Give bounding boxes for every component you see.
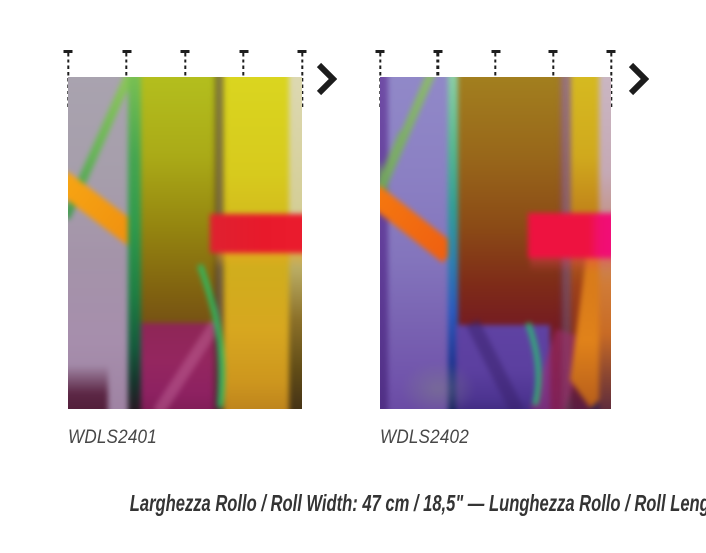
ruler-tick <box>297 50 307 109</box>
carousel-next-button-1[interactable] <box>312 60 340 98</box>
swatch-layer <box>400 361 476 409</box>
width-ruler-2 <box>375 50 616 109</box>
product-code-label: WDLS2401 <box>68 427 157 448</box>
swatch-layer <box>210 214 302 253</box>
swatch-layer <box>530 258 611 272</box>
swatch-layer <box>216 253 302 268</box>
chevron-right-icon <box>628 62 649 96</box>
roll-specs-text: Larghezza Rollo / Roll Width: 47 cm / 18… <box>129 490 706 516</box>
ruler-tick <box>433 50 443 109</box>
ruler-tick <box>239 50 248 109</box>
chevron-right-icon <box>316 62 337 96</box>
product-code-label: WDLS2402 <box>380 427 469 448</box>
ruler-tick <box>375 50 385 109</box>
swatch-green-curve <box>525 322 542 406</box>
ruler-tick <box>606 50 616 109</box>
ruler-tick <box>122 50 131 109</box>
swatch-green-curve <box>197 263 225 408</box>
swatch-layer <box>128 77 141 409</box>
swatch-artwork <box>380 77 611 409</box>
ruler-tick <box>491 50 500 109</box>
product-image-wdls2402 <box>380 77 611 409</box>
carousel-next-button-2[interactable] <box>624 60 652 98</box>
roll-specs-line: Larghezza Rollo / Roll Width: 47 cm / 18… <box>0 491 706 516</box>
ruler-tick <box>548 50 558 109</box>
ruler-tick <box>180 50 190 109</box>
swatch-layer <box>68 365 108 409</box>
swatch-layer <box>380 77 388 409</box>
swatch-layer <box>528 213 611 258</box>
swatch-artwork <box>68 77 302 409</box>
ruler-tick <box>63 50 73 109</box>
width-ruler-1 <box>63 50 307 109</box>
swatch-layer <box>140 323 217 409</box>
product-image-wdls2401 <box>68 77 302 409</box>
